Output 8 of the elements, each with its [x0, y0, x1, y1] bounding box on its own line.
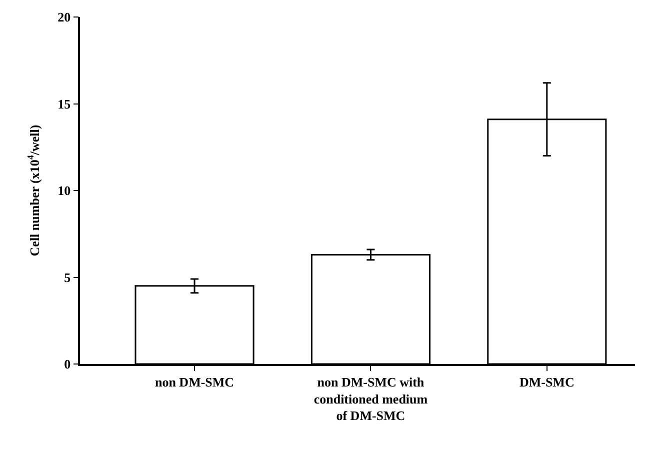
x-tick-label: DM-SMC	[519, 374, 574, 390]
y-tick-label: 15	[58, 96, 72, 112]
y-tick-label: 20	[58, 10, 71, 25]
y-tick-label: 0	[64, 356, 71, 372]
x-tick-label: non DM-SMC with conditioned medium of DM-SMC	[314, 374, 428, 424]
x-tick-label: non DM-SMC	[154, 374, 234, 390]
y-tick-label: 5	[64, 270, 72, 285]
y-tick-label: 10	[58, 183, 71, 198]
